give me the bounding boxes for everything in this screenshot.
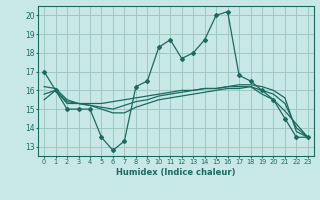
X-axis label: Humidex (Indice chaleur): Humidex (Indice chaleur) xyxy=(116,168,236,177)
